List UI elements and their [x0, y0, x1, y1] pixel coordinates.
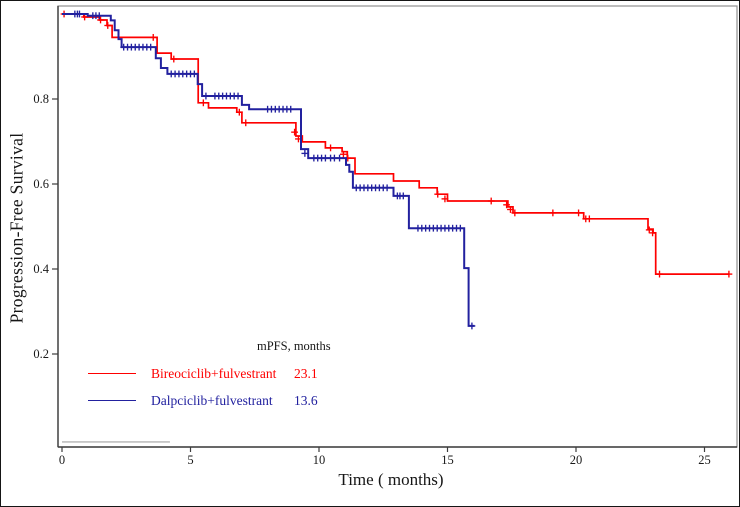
- legend-mpfs-value-dalpciclib: 13.6: [294, 393, 318, 408]
- survival-curve-bireociclib: [62, 13, 729, 275]
- x-tick-label: 15: [441, 453, 454, 467]
- legend-line-sample-dalpciclib: [88, 400, 136, 401]
- y-axis-title: Progression-Free Survival: [6, 132, 27, 324]
- legend-header: mPFS, months: [257, 339, 331, 353]
- y-tick-label: 0.2: [33, 347, 49, 361]
- legend-label-bireociclib: Bireociclib+fulvestrant: [151, 366, 277, 381]
- x-tick-label: 20: [570, 453, 583, 467]
- x-tick-label: 0: [59, 453, 65, 467]
- censor-marks-dalpciclib: [71, 10, 476, 330]
- legend-line-sample-bireociclib: [88, 373, 136, 374]
- censor-marks-bireociclib: [60, 10, 733, 278]
- legend-label-dalpciclib: Dalpciclib+fulvestrant: [151, 393, 273, 408]
- x-axis-title: Time ( months): [338, 470, 444, 489]
- x-tick-label: 25: [698, 453, 711, 467]
- survival-curve-dalpciclib: [62, 13, 475, 327]
- y-tick-label: 0.4: [33, 262, 49, 276]
- y-tick-label: 0.6: [33, 177, 49, 191]
- y-tick-label: 0.8: [33, 92, 49, 106]
- x-tick-label: 5: [187, 453, 193, 467]
- x-tick-label: 10: [313, 453, 326, 467]
- legend-mpfs-value-bireociclib: 23.1: [294, 366, 318, 381]
